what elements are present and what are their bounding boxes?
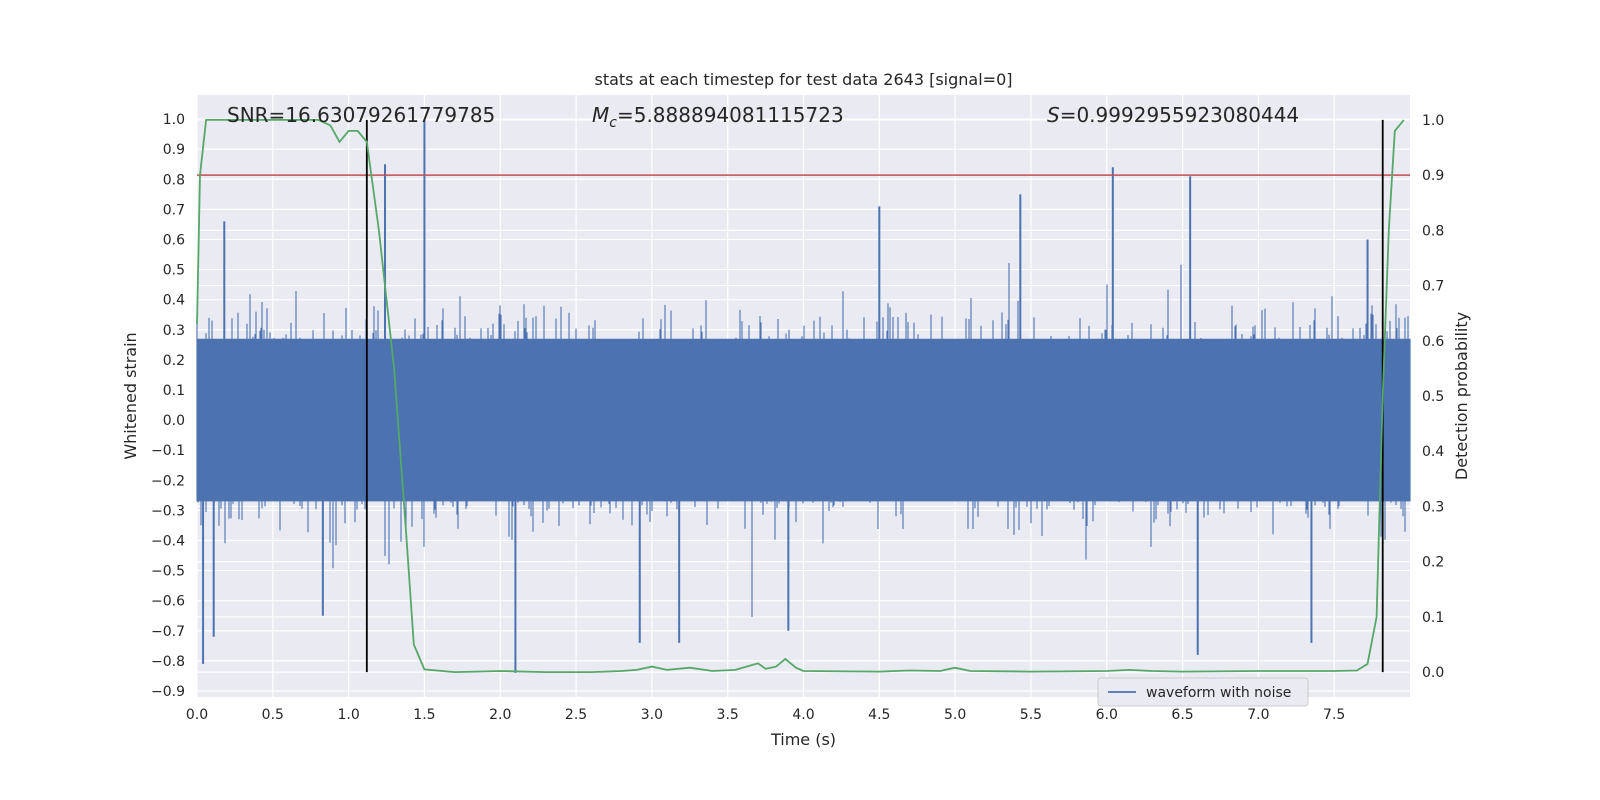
x-tick-label: 4.5 [868, 707, 890, 723]
probability-series [196, 119, 1405, 674]
x-axis-label: Time (s) [770, 730, 836, 749]
y-tick-label: 0.4 [163, 293, 185, 309]
x-tick-label: 1.0 [337, 707, 359, 723]
s-value: =0.9992955923080444 [1060, 103, 1299, 127]
chirp-mass-annotation: Mc=5.888894081115723 [592, 103, 844, 131]
y-tick-label: −0.8 [151, 654, 185, 670]
x-tick-label: 2.0 [489, 707, 511, 723]
snr-annotation: SNR=16.63079261779785 [227, 103, 495, 127]
legend-box [1097, 677, 1309, 707]
y-tick-label: −0.3 [151, 503, 185, 519]
snr-value: 16.63079261779785 [285, 103, 495, 127]
chart-title: stats at each timestep for test data 264… [594, 70, 1012, 89]
waveform-trace [196, 263, 1411, 617]
x-tick-label: 0.5 [262, 707, 284, 723]
y-tick-label: −0.6 [151, 594, 185, 610]
y-tick-label: 0.5 [163, 263, 185, 279]
y2-axis-label: Detection probability [1452, 312, 1471, 480]
y2-tick-label: 1.0 [1422, 113, 1444, 129]
x-tick-label: 3.0 [641, 707, 663, 723]
y-tick-label: −0.5 [151, 564, 185, 580]
x-tick-label: 4.0 [792, 707, 814, 723]
x-tick-label: 2.5 [565, 707, 587, 723]
y2-tick-labels: 1.0 0.9 0.8 0.7 0.6 0.5 0.4 0.3 0.2 0.1 0.0 [1422, 113, 1444, 681]
y2-tick-label: 0.2 [1422, 555, 1444, 571]
y-tick-label: 0.1 [163, 383, 185, 399]
x-tick-label: 7.5 [1323, 707, 1345, 723]
y-tick-label: 0.8 [163, 172, 185, 188]
mc-value: =5.888894081115723 [617, 103, 844, 127]
x-tick-label: 1.5 [413, 707, 435, 723]
x-tick-label: 3.5 [717, 707, 739, 723]
y-tick-label: 0.6 [163, 232, 185, 248]
y-tick-label: −0.7 [151, 624, 185, 640]
y-axis-label: Whitened strain [121, 332, 140, 459]
x-tick-labels: 0.0 0.5 1.0 1.5 2.0 2.5 3.0 3.5 4.0 4.5 5.0 5.5 6.0 6… [186, 707, 1345, 723]
y-tick-label: 0.7 [163, 202, 185, 218]
y2-tick-label: 0.4 [1422, 444, 1444, 460]
y2-tick-label: 0.3 [1422, 499, 1444, 515]
y-tick-label: 1.0 [163, 112, 185, 128]
x-tick-label: 7.0 [1247, 707, 1269, 723]
x-tick-label: 5.0 [944, 707, 966, 723]
x-tick-label: 5.5 [1020, 707, 1042, 723]
legend: waveform with noise [1097, 677, 1309, 707]
y2-tick-label: 0.6 [1422, 334, 1444, 350]
y2-tick-label: 0.0 [1422, 665, 1444, 681]
legend-entry-waveform: waveform with noise [1146, 685, 1291, 701]
y-tick-label: 0.9 [163, 142, 185, 158]
y-tick-label: 0.0 [163, 413, 185, 429]
y2-tick-label: 0.5 [1422, 389, 1444, 405]
y-tick-label: 0.2 [163, 353, 185, 369]
y-tick-label: 0.3 [163, 323, 185, 339]
y2-tick-label: 0.9 [1422, 168, 1444, 184]
x-tick-label: 6.5 [1171, 707, 1193, 723]
s-symbol: S [1047, 103, 1060, 127]
y-tick-label: −0.4 [151, 533, 185, 549]
mc-subscript: c [609, 115, 617, 131]
mc-symbol: M [592, 103, 609, 127]
x-tick-label: 6.0 [1096, 707, 1118, 723]
y-tick-label: −0.1 [151, 443, 185, 459]
y-tick-labels: 1.0 0.9 0.8 0.7 0.6 0.5 0.4 0.3 0.2 0.1 0.0 −0.1 −0.… [151, 112, 185, 700]
snr-prefix: SNR= [227, 103, 285, 127]
y-tick-label: −0.2 [151, 473, 185, 489]
y-tick-label: −0.9 [151, 684, 185, 700]
y2-tick-label: 0.7 [1422, 279, 1444, 295]
y2-tick-label: 0.1 [1422, 610, 1444, 626]
score-annotation: S=0.9992955923080444 [1047, 103, 1299, 127]
y2-tick-label: 0.8 [1422, 223, 1444, 239]
x-tick-label: 0.0 [186, 707, 208, 723]
